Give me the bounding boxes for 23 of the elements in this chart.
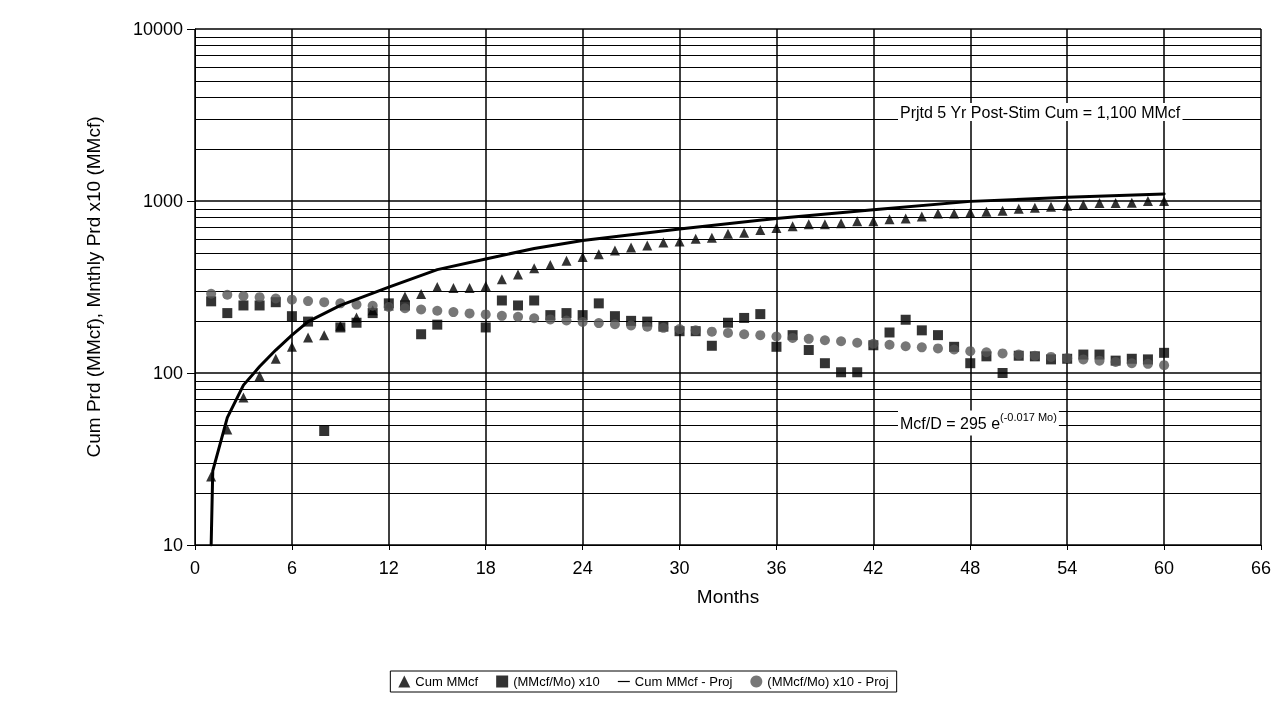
x-tick-label: 24 [572,558,593,578]
x-tick-label: 0 [189,558,201,578]
legend-label: (MMcf/Mo) x10 - Proj [767,674,889,689]
legend-label: (MMcf/Mo) x10 [513,674,600,689]
x-tick-label: 54 [1057,558,1078,578]
x-tick-label: 42 [863,558,884,578]
legend-label: Cum MMcf [415,674,479,689]
x-tick-label: 18 [475,558,496,578]
x-tick-label: 60 [1154,558,1175,578]
annotation: Prjtd 5 Yr Post-Stim Cum = 1,100 MMcf [900,103,1181,121]
y-tick-label: 100 [152,363,183,383]
x-tick-label: 66 [1250,558,1272,578]
x-tick-label: 48 [960,558,981,578]
x-tick-label: 6 [286,558,297,578]
y-tick-label: 10000 [132,19,183,39]
y-tick-label: 10 [162,535,183,555]
x-tick-label: 36 [766,558,787,578]
legend-label: Cum MMcf - Proj [634,674,733,689]
y-tick-label: 1000 [142,191,183,211]
x-tick-label: 30 [669,558,690,578]
x-tick-label: 12 [378,558,399,578]
x-axis-title: Months [696,586,760,607]
y-axis-title: Cum Prd (MMcf), Mnthly Prd x10 (MMcf) [82,116,104,458]
